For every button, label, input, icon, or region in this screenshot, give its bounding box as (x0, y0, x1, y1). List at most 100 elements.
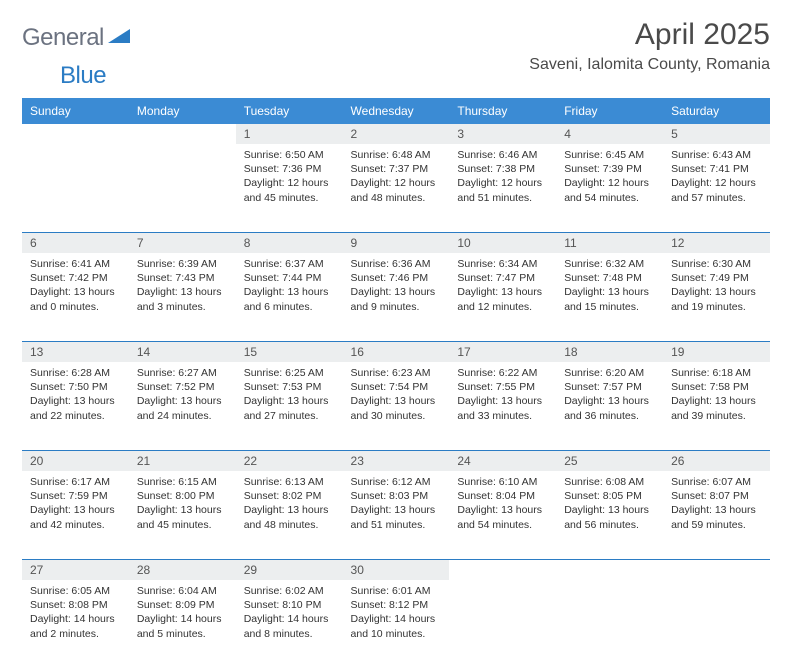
daylight-text: Daylight: 13 hours and 30 minutes. (351, 394, 442, 422)
day-number: 17 (449, 341, 556, 362)
day-number (556, 559, 663, 566)
day-number-cell: 29 (236, 559, 343, 580)
day-number: 30 (343, 559, 450, 580)
sunset-text: Sunset: 7:47 PM (457, 271, 548, 285)
sunrise-text: Sunrise: 6:17 AM (30, 475, 121, 489)
sunrise-text: Sunrise: 6:45 AM (564, 148, 655, 162)
month-title: April 2025 (529, 18, 770, 52)
sunset-text: Sunset: 8:05 PM (564, 489, 655, 503)
day-number-cell: 6 (22, 232, 129, 253)
day-number-cell: 30 (343, 559, 450, 580)
day-number-cell (22, 124, 129, 144)
day-cell: Sunrise: 6:25 AMSunset: 7:53 PMDaylight:… (236, 362, 343, 450)
sunset-text: Sunset: 7:55 PM (457, 380, 548, 394)
daylight-text: Daylight: 13 hours and 54 minutes. (457, 503, 548, 531)
day-number-cell: 27 (22, 559, 129, 580)
day-number-row: 6789101112 (22, 232, 770, 253)
day-cell: Sunrise: 6:18 AMSunset: 7:58 PMDaylight:… (663, 362, 770, 450)
day-cell: Sunrise: 6:15 AMSunset: 8:00 PMDaylight:… (129, 471, 236, 559)
weekday-header: Friday (556, 98, 663, 124)
day-cell: Sunrise: 6:23 AMSunset: 7:54 PMDaylight:… (343, 362, 450, 450)
day-number: 20 (22, 450, 129, 471)
sunset-text: Sunset: 7:50 PM (30, 380, 121, 394)
daylight-text: Daylight: 12 hours and 45 minutes. (244, 176, 335, 204)
day-details: Sunrise: 6:25 AMSunset: 7:53 PMDaylight:… (236, 362, 343, 431)
sunset-text: Sunset: 7:54 PM (351, 380, 442, 394)
daylight-text: Daylight: 13 hours and 39 minutes. (671, 394, 762, 422)
day-number: 27 (22, 559, 129, 580)
day-number (449, 559, 556, 566)
day-number: 25 (556, 450, 663, 471)
sunrise-text: Sunrise: 6:08 AM (564, 475, 655, 489)
day-details: Sunrise: 6:37 AMSunset: 7:44 PMDaylight:… (236, 253, 343, 322)
sunrise-text: Sunrise: 6:39 AM (137, 257, 228, 271)
day-details: Sunrise: 6:20 AMSunset: 7:57 PMDaylight:… (556, 362, 663, 431)
day-cell: Sunrise: 6:01 AMSunset: 8:12 PMDaylight:… (343, 580, 450, 668)
day-number: 14 (129, 341, 236, 362)
sunset-text: Sunset: 8:10 PM (244, 598, 335, 612)
sunset-text: Sunset: 7:59 PM (30, 489, 121, 503)
day-number-cell: 3 (449, 124, 556, 144)
day-number-cell: 25 (556, 450, 663, 471)
day-content-row: Sunrise: 6:17 AMSunset: 7:59 PM Daylight:… (22, 471, 770, 559)
weekday-header: Saturday (663, 98, 770, 124)
sunrise-text: Sunrise: 6:04 AM (137, 584, 228, 598)
day-details: Sunrise: 6:04 AMSunset: 8:09 PMDaylight:… (129, 580, 236, 649)
day-number: 13 (22, 341, 129, 362)
logo-text-general: General (22, 24, 104, 52)
sunset-text: Sunset: 7:39 PM (564, 162, 655, 176)
day-number-cell: 28 (129, 559, 236, 580)
day-number-cell: 8 (236, 232, 343, 253)
day-number-cell: 15 (236, 341, 343, 362)
day-cell: Sunrise: 6:43 AMSunset: 7:41 PMDaylight:… (663, 144, 770, 232)
day-cell: Sunrise: 6:10 AMSunset: 8:04 PMDaylight:… (449, 471, 556, 559)
sunrise-text: Sunrise: 6:28 AM (30, 366, 121, 380)
daylight-text: Daylight: 14 hours and 5 minutes. (137, 612, 228, 640)
day-number: 21 (129, 450, 236, 471)
day-number: 23 (343, 450, 450, 471)
day-number: 28 (129, 559, 236, 580)
daylight-text: Daylight: 13 hours and 15 minutes. (564, 285, 655, 313)
sunrise-text: Sunrise: 6:18 AM (671, 366, 762, 380)
sunrise-text: Sunrise: 6:01 AM (351, 584, 442, 598)
day-details: Sunrise: 6:07 AMSunset: 8:07 PMDaylight:… (663, 471, 770, 540)
day-number: 19 (663, 341, 770, 362)
day-details: Sunrise: 6:46 AMSunset: 7:38 PMDaylight:… (449, 144, 556, 213)
daylight-text: Daylight: 13 hours and 3 minutes. (137, 285, 228, 313)
day-cell (556, 580, 663, 668)
sunrise-text: Sunrise: 6:48 AM (351, 148, 442, 162)
daylight-text: Daylight: 13 hours and 56 minutes. (564, 503, 655, 531)
sunset-text: Sunset: 8:07 PM (671, 489, 762, 503)
daylight-text: Daylight: 13 hours and 19 minutes. (671, 285, 762, 313)
day-details: Sunrise: 6:34 AMSunset: 7:47 PMDaylight:… (449, 253, 556, 322)
day-details: Sunrise: 6:32 AMSunset: 7:48 PMDaylight:… (556, 253, 663, 322)
day-details: Sunrise: 6:28 AMSunset: 7:50 PMDaylight:… (22, 362, 129, 431)
sunrise-text: Sunrise: 6:50 AM (244, 148, 335, 162)
day-cell: Sunrise: 6:22 AMSunset: 7:55 PMDaylight:… (449, 362, 556, 450)
day-content-row: Sunrise: 6:50 AMSunset: 7:36 PMDaylight:… (22, 144, 770, 232)
day-number: 10 (449, 232, 556, 253)
sunset-text: Sunset: 7:38 PM (457, 162, 548, 176)
day-cell: Sunrise: 6:28 AMSunset: 7:50 PMDaylight:… (22, 362, 129, 450)
day-number: 3 (449, 124, 556, 144)
sunrise-text: Sunrise: 6:34 AM (457, 257, 548, 271)
day-number-cell (556, 559, 663, 580)
day-number: 18 (556, 341, 663, 362)
day-cell: Sunrise: 6:48 AMSunset: 7:37 PMDaylight:… (343, 144, 450, 232)
day-number: 7 (129, 232, 236, 253)
sunset-text: Sunset: 8:08 PM (30, 598, 121, 612)
day-number-cell: 16 (343, 341, 450, 362)
daylight-text: Daylight: 13 hours and 27 minutes. (244, 394, 335, 422)
day-cell: Sunrise: 6:17 AMSunset: 7:59 PMDaylight:… (22, 471, 129, 559)
day-details: Sunrise: 6:23 AMSunset: 7:54 PMDaylight:… (343, 362, 450, 431)
day-cell: Sunrise: 6:37 AMSunset: 7:44 PMDaylight:… (236, 253, 343, 341)
day-cell (22, 144, 129, 232)
day-details: Sunrise: 6:13 AMSunset: 8:02 PMDaylight:… (236, 471, 343, 540)
sunset-text: Sunset: 8:09 PM (137, 598, 228, 612)
day-cell: Sunrise: 6:41 AMSunset: 7:42 PMDaylight:… (22, 253, 129, 341)
day-number-cell: 11 (556, 232, 663, 253)
day-details: Sunrise: 6:30 AMSunset: 7:49 PMDaylight:… (663, 253, 770, 322)
day-number (22, 124, 129, 130)
day-details: Sunrise: 6:50 AMSunset: 7:36 PMDaylight:… (236, 144, 343, 213)
day-number-cell (663, 559, 770, 580)
